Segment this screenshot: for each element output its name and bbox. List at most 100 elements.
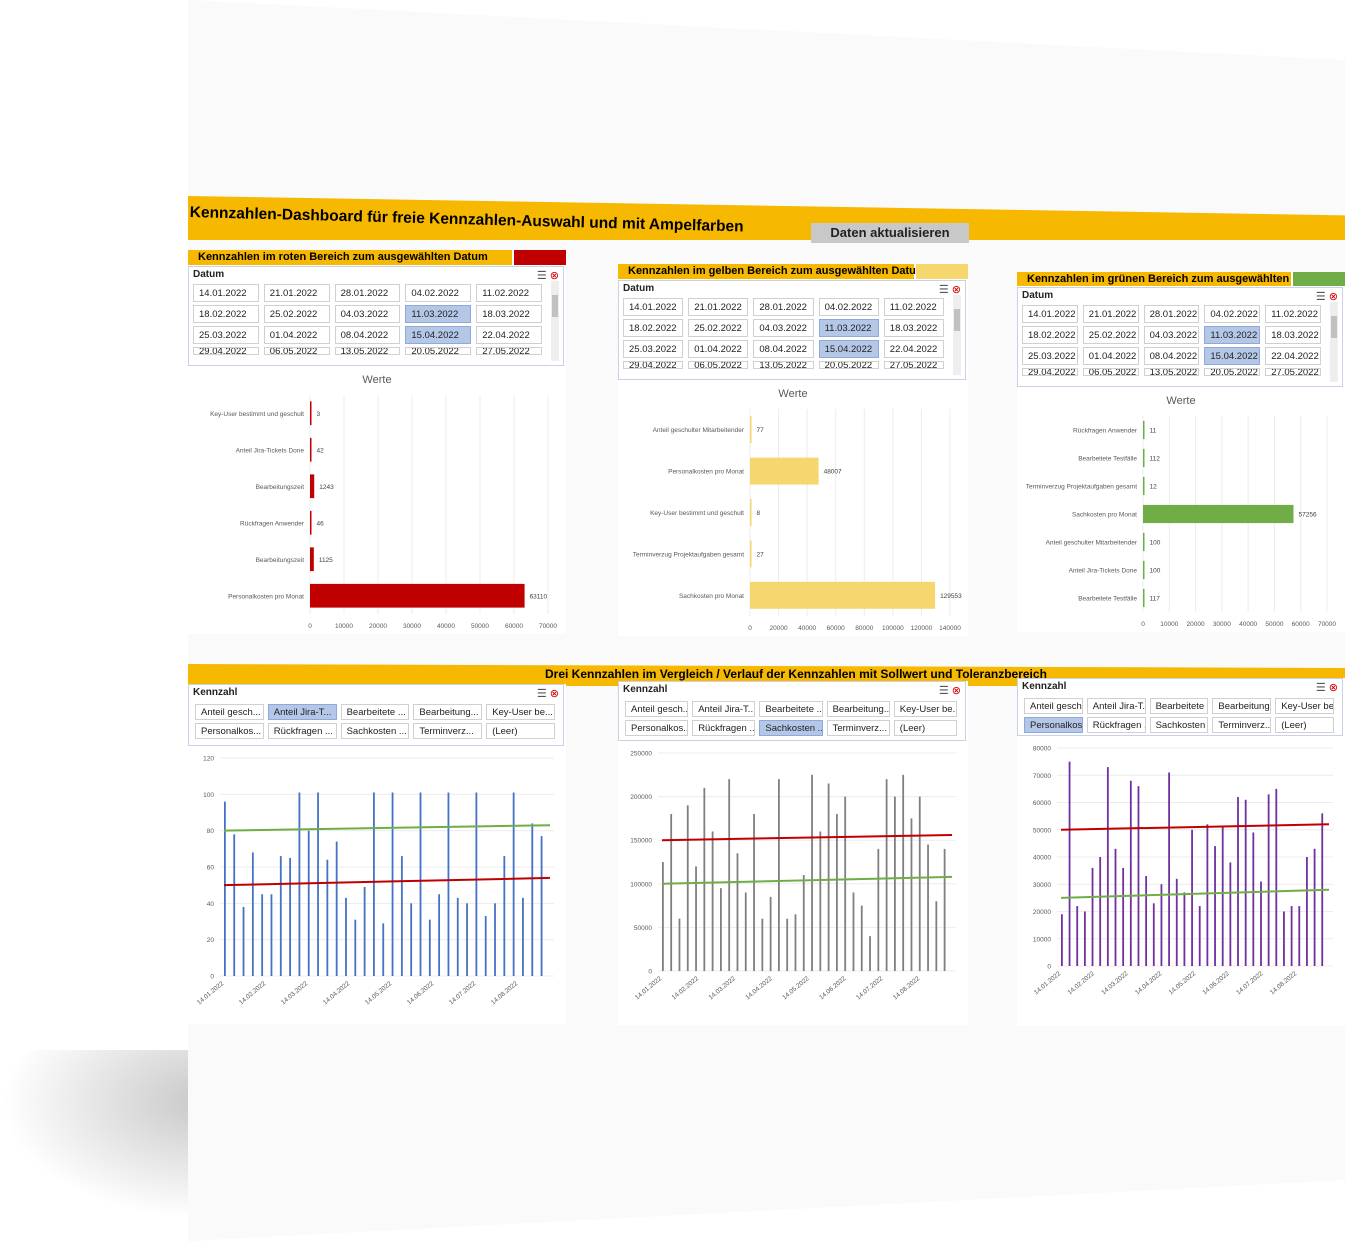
multiselect-icon[interactable]: ☰ bbox=[1315, 682, 1329, 694]
kennzahl-slicer-item[interactable]: Terminverz... bbox=[1212, 717, 1272, 733]
date-slicer-item[interactable]: 01.04.2022 bbox=[688, 340, 749, 358]
date-slicer-item[interactable]: 14.01.2022 bbox=[623, 298, 684, 316]
kennzahl-slicer-item[interactable]: Anteil gesch... bbox=[625, 701, 689, 717]
date-slicer-item[interactable]: 13.05.2022 bbox=[1143, 368, 1200, 376]
date-slicer-item[interactable]: 04.03.2022 bbox=[1143, 326, 1200, 344]
date-slicer-item[interactable]: 11.03.2022 bbox=[818, 319, 879, 337]
multiselect-icon[interactable]: ☰ bbox=[536, 270, 550, 282]
date-slicer-item[interactable]: 13.05.2022 bbox=[334, 347, 401, 355]
clear-filter-icon[interactable]: ⊗ bbox=[549, 688, 559, 700]
kennzahl-slicer-item[interactable]: Anteil gesch... bbox=[1024, 698, 1083, 714]
scrollbar-thumb[interactable] bbox=[954, 309, 960, 331]
kennzahl-slicer-item[interactable]: (Leer) bbox=[486, 723, 555, 739]
kennzahl-slicer-item[interactable]: Terminverz... bbox=[826, 720, 890, 736]
kennzahl-slicer-item[interactable]: Rückfragen ... bbox=[267, 723, 337, 739]
date-slicer-item[interactable]: 25.02.2022 bbox=[688, 319, 749, 337]
date-slicer-item[interactable]: 18.02.2022 bbox=[1022, 326, 1078, 344]
kennzahl-slicer-item[interactable]: Key-User be... bbox=[486, 704, 555, 720]
date-slicer-item[interactable]: 11.02.2022 bbox=[883, 298, 944, 316]
kennzahl-slicer-item[interactable]: Bearbeitete ... bbox=[1149, 698, 1209, 714]
kennzahl-slicer-item[interactable]: Anteil gesch... bbox=[195, 704, 264, 720]
kennzahl-slicer-item[interactable]: Personalkos... bbox=[625, 720, 689, 736]
date-slicer-item[interactable]: 22.04.2022 bbox=[1265, 347, 1321, 365]
date-slicer-item[interactable]: 01.04.2022 bbox=[263, 326, 330, 344]
date-slicer-item[interactable]: 04.02.2022 bbox=[405, 284, 472, 302]
kennzahl-slicer-item[interactable]: Personalkos... bbox=[1024, 717, 1083, 733]
slicer-scrollbar[interactable] bbox=[551, 281, 559, 361]
date-slicer-item[interactable]: 14.01.2022 bbox=[1022, 305, 1078, 323]
slicer-scrollbar[interactable] bbox=[953, 295, 961, 375]
date-slicer-item[interactable]: 22.04.2022 bbox=[883, 340, 944, 358]
date-slicer-item[interactable]: 06.05.2022 bbox=[263, 347, 330, 355]
refresh-data-button[interactable]: Daten aktualisieren bbox=[811, 223, 969, 243]
kennzahl-slicer-item[interactable]: Terminverz... bbox=[413, 723, 483, 739]
date-slicer-item[interactable]: 27.05.2022 bbox=[883, 361, 944, 369]
kennzahl-slicer-item[interactable]: (Leer) bbox=[893, 720, 957, 736]
kennzahl-slicer-item[interactable]: Anteil Jira-T... bbox=[1086, 698, 1146, 714]
date-slicer-item[interactable]: 04.03.2022 bbox=[334, 305, 401, 323]
date-slicer-item[interactable]: 04.03.2022 bbox=[753, 319, 814, 337]
date-slicer-item[interactable]: 29.04.2022 bbox=[623, 361, 684, 369]
date-slicer-item[interactable]: 15.04.2022 bbox=[1204, 347, 1261, 365]
kennzahl-slicer-item[interactable]: Bearbeitung... bbox=[413, 704, 483, 720]
date-slicer-item[interactable]: 04.02.2022 bbox=[818, 298, 879, 316]
clear-filter-icon[interactable]: ⊗ bbox=[1328, 682, 1338, 694]
date-slicer-item[interactable]: 18.03.2022 bbox=[1265, 326, 1321, 344]
date-slicer-item[interactable]: 25.02.2022 bbox=[1082, 326, 1139, 344]
date-slicer-item[interactable]: 11.03.2022 bbox=[405, 305, 472, 323]
date-slicer-item[interactable]: 21.01.2022 bbox=[688, 298, 749, 316]
date-slicer-item[interactable]: 21.01.2022 bbox=[1082, 305, 1139, 323]
kennzahl-slicer[interactable]: Kennzahl ☰ ⊗ Anteil gesch...Anteil Jira-T.… bbox=[188, 684, 564, 746]
clear-filter-icon[interactable]: ⊗ bbox=[951, 284, 961, 296]
clear-filter-icon[interactable]: ⊗ bbox=[549, 270, 559, 282]
date-slicer-item[interactable]: 08.04.2022 bbox=[334, 326, 401, 344]
date-slicer-item[interactable]: 08.04.2022 bbox=[753, 340, 814, 358]
date-slicer[interactable]: Datum ☰ ⊗ 14.01.2022 21.01.2022 28.01.2022 04… bbox=[618, 280, 966, 380]
date-slicer-item[interactable]: 27.05.2022 bbox=[1265, 368, 1321, 376]
kennzahl-slicer-item[interactable]: Key-User be... bbox=[893, 701, 957, 717]
date-slicer-item[interactable]: 15.04.2022 bbox=[818, 340, 879, 358]
date-slicer-item[interactable]: 28.01.2022 bbox=[1143, 305, 1200, 323]
date-slicer-item[interactable]: 25.03.2022 bbox=[623, 340, 684, 358]
multiselect-icon[interactable]: ☰ bbox=[536, 688, 550, 700]
date-slicer-item[interactable]: 13.05.2022 bbox=[753, 361, 814, 369]
date-slicer-item[interactable]: 25.03.2022 bbox=[1022, 347, 1078, 365]
kennzahl-slicer-item[interactable]: Rückfragen ... bbox=[1086, 717, 1146, 733]
kennzahl-slicer-item[interactable]: Rückfragen ... bbox=[692, 720, 756, 736]
kennzahl-slicer-item[interactable]: Bearbeitung... bbox=[826, 701, 890, 717]
scrollbar-thumb[interactable] bbox=[1331, 316, 1337, 338]
kennzahl-slicer-item[interactable]: Sachkosten ... bbox=[759, 720, 823, 736]
date-slicer-item[interactable]: 25.02.2022 bbox=[263, 305, 330, 323]
date-slicer[interactable]: Datum ☰ ⊗ 14.01.2022 21.01.2022 28.01.2022 04… bbox=[1017, 287, 1343, 387]
kennzahl-slicer-item[interactable]: Sachkosten ... bbox=[1149, 717, 1209, 733]
kennzahl-slicer[interactable]: Kennzahl ☰ ⊗ Anteil gesch...Anteil Jira-T.… bbox=[1017, 678, 1343, 736]
kennzahl-slicer[interactable]: Kennzahl ☰ ⊗ Anteil gesch...Anteil Jira-T.… bbox=[618, 681, 966, 741]
date-slicer-item[interactable]: 27.05.2022 bbox=[476, 347, 542, 355]
date-slicer-item[interactable]: 20.05.2022 bbox=[818, 361, 879, 369]
clear-filter-icon[interactable]: ⊗ bbox=[1328, 291, 1338, 303]
kennzahl-slicer-item[interactable]: Bearbeitete ... bbox=[340, 704, 410, 720]
date-slicer-item[interactable]: 11.02.2022 bbox=[1265, 305, 1321, 323]
kennzahl-slicer-item[interactable]: Anteil Jira-T... bbox=[267, 704, 337, 720]
date-slicer-item[interactable]: 28.01.2022 bbox=[753, 298, 814, 316]
kennzahl-slicer-item[interactable]: Anteil Jira-T... bbox=[692, 701, 756, 717]
date-slicer-item[interactable]: 29.04.2022 bbox=[193, 347, 259, 355]
date-slicer-item[interactable]: 28.01.2022 bbox=[334, 284, 401, 302]
slicer-scrollbar[interactable] bbox=[1330, 302, 1338, 382]
date-slicer-item[interactable]: 14.01.2022 bbox=[193, 284, 259, 302]
date-slicer-item[interactable]: 18.03.2022 bbox=[883, 319, 944, 337]
date-slicer-item[interactable]: 20.05.2022 bbox=[1204, 368, 1261, 376]
multiselect-icon[interactable]: ☰ bbox=[1315, 291, 1329, 303]
date-slicer-item[interactable]: 18.02.2022 bbox=[193, 305, 259, 323]
date-slicer-item[interactable]: 04.02.2022 bbox=[1204, 305, 1261, 323]
kennzahl-slicer-item[interactable]: Bearbeitete ... bbox=[759, 701, 823, 717]
date-slicer-item[interactable]: 18.02.2022 bbox=[623, 319, 684, 337]
multiselect-icon[interactable]: ☰ bbox=[938, 685, 952, 697]
scrollbar-thumb[interactable] bbox=[552, 295, 558, 317]
kennzahl-slicer-item[interactable]: (Leer) bbox=[1275, 717, 1334, 733]
date-slicer-item[interactable]: 06.05.2022 bbox=[688, 361, 749, 369]
date-slicer-item[interactable]: 21.01.2022 bbox=[263, 284, 330, 302]
date-slicer-item[interactable]: 06.05.2022 bbox=[1082, 368, 1139, 376]
clear-filter-icon[interactable]: ⊗ bbox=[951, 685, 961, 697]
date-slicer[interactable]: Datum ☰ ⊗ 14.01.2022 21.01.2022 28.01.2022 04… bbox=[188, 266, 564, 366]
